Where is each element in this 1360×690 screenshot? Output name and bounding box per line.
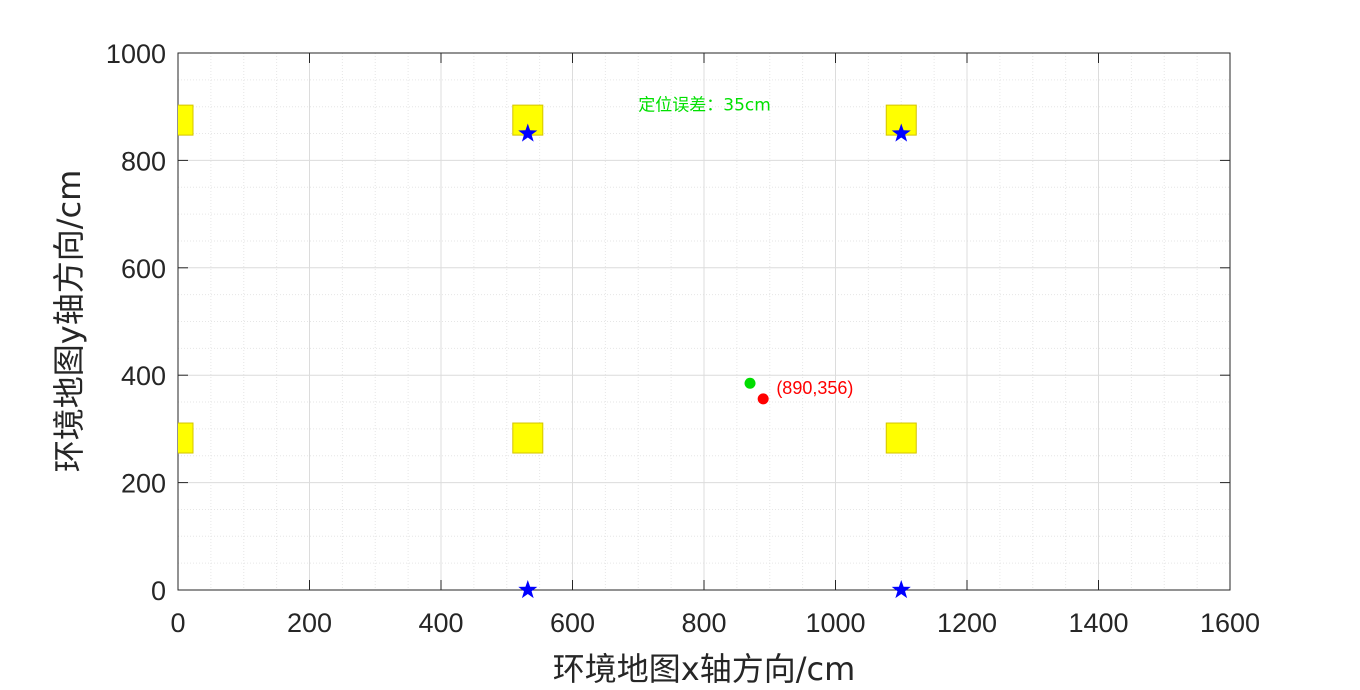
x-tick-label: 1200 — [937, 608, 997, 638]
star-marker — [518, 123, 538, 142]
y-tick-label: 800 — [121, 146, 166, 176]
anchor-square-marker — [885, 422, 917, 454]
x-tick-label: 0 — [170, 608, 185, 638]
x-tick-label: 800 — [681, 608, 726, 638]
point-marker — [744, 377, 756, 389]
y-tick-label: 600 — [121, 254, 166, 284]
annotation-text: 定位误差：35cm — [638, 95, 771, 115]
grid — [177, 52, 1231, 591]
y-tick-label: 1000 — [106, 39, 166, 69]
x-tick-label: 1400 — [1068, 608, 1128, 638]
x-tick-label: 1600 — [1200, 608, 1260, 638]
anchor-square-marker — [512, 422, 544, 454]
x-tick-label: 1000 — [805, 608, 865, 638]
y-tick-label: 200 — [121, 469, 166, 499]
annotation-text: (890,356) — [776, 378, 853, 398]
x-tick-label: 600 — [550, 608, 595, 638]
annotations: 定位误差：35cm (890,356) — [638, 95, 853, 398]
star-marker — [891, 580, 911, 599]
y-tick-label: 0 — [151, 576, 166, 606]
y-axis-title: 环境地图y轴方向/cm — [50, 170, 88, 473]
x-tick-label: 200 — [287, 608, 332, 638]
point-marker — [757, 393, 769, 405]
data-marks — [178, 104, 917, 599]
x-tick-label: 400 — [418, 608, 463, 638]
x-axis-title: 环境地图x轴方向/cm — [553, 650, 856, 688]
anchor-square-marker — [178, 422, 194, 454]
y-tick-label: 400 — [121, 361, 166, 391]
anchor-square-marker — [178, 104, 194, 136]
ticks: 0 200 400 600 800 1000 1200 1400 1600 0 200 400 600 8… — [106, 39, 1260, 638]
star-marker — [891, 123, 911, 142]
star-marker — [518, 580, 538, 599]
